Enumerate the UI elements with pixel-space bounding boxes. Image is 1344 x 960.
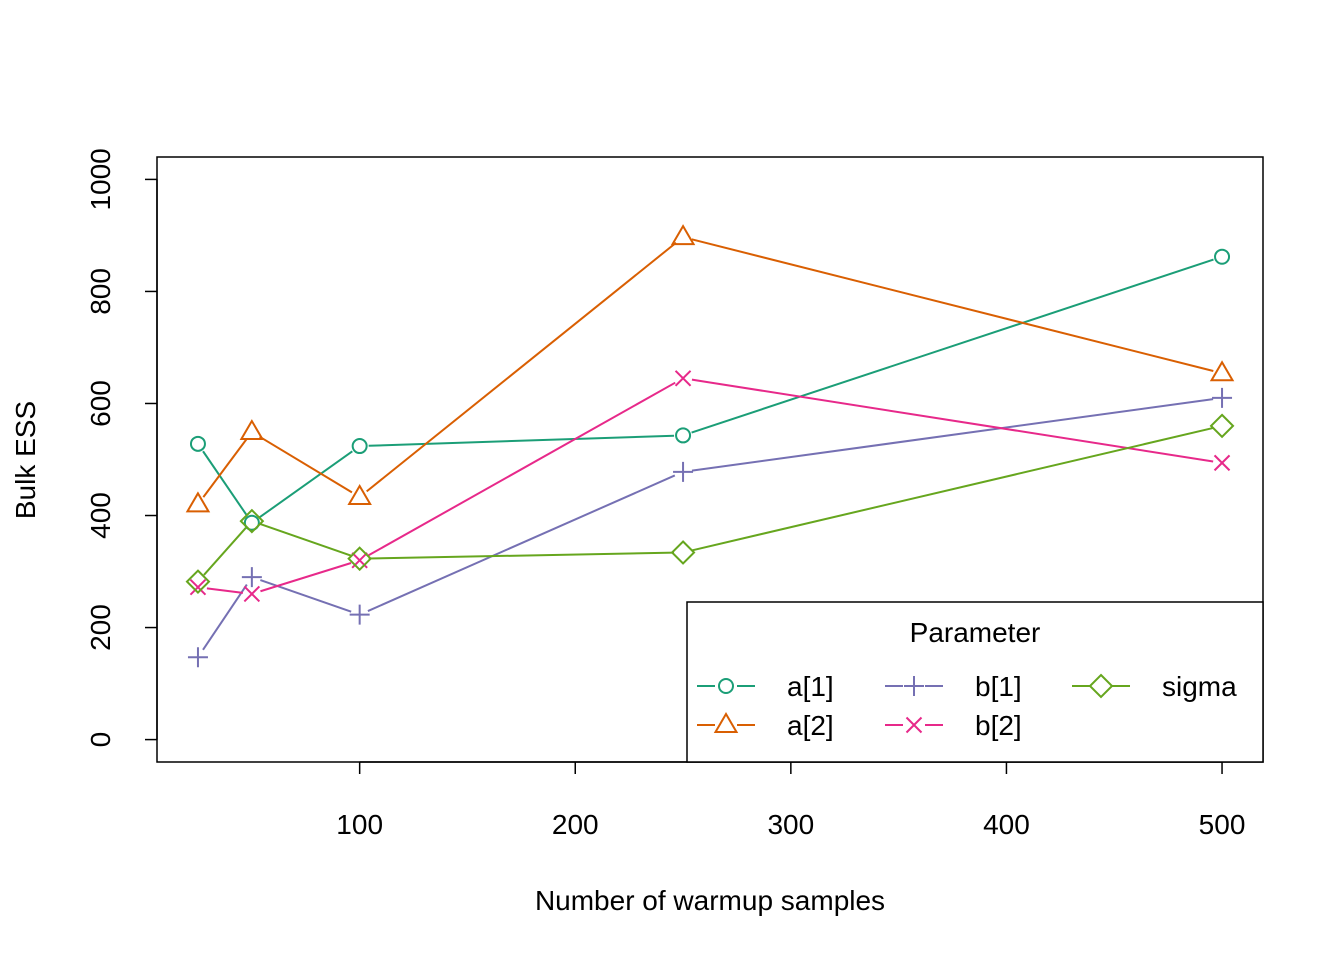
x-tick-label: 500 bbox=[1199, 809, 1246, 840]
data-point bbox=[347, 546, 373, 572]
series-line-segment bbox=[691, 398, 1214, 472]
series-line-segment bbox=[258, 450, 353, 519]
x-tick-label: 300 bbox=[767, 809, 814, 840]
series-line-segment bbox=[202, 438, 248, 498]
x-axis: 100 200 300 400 500 bbox=[336, 761, 1246, 840]
x-tick-label: 100 bbox=[336, 809, 383, 840]
x-tick-label: 200 bbox=[552, 809, 599, 840]
legend-label: sigma bbox=[1162, 671, 1237, 702]
data-point bbox=[239, 508, 265, 534]
series-line-segment bbox=[691, 426, 1214, 552]
y-tick-label: 200 bbox=[85, 604, 116, 651]
series-line-segment bbox=[691, 238, 1214, 372]
series-line-segment bbox=[260, 562, 352, 593]
series-line-segment bbox=[206, 587, 244, 594]
series-line-segment bbox=[259, 435, 353, 494]
series-line-segment bbox=[691, 258, 1214, 434]
data-point bbox=[670, 540, 696, 565]
series-sigma bbox=[185, 413, 1235, 595]
series-line-segment bbox=[367, 474, 676, 612]
y-axis-label: Bulk ESS bbox=[10, 401, 41, 519]
series-line-segment bbox=[202, 584, 248, 651]
data-point bbox=[673, 461, 694, 482]
legend-item: a[2] bbox=[697, 710, 834, 741]
data-point bbox=[239, 419, 265, 441]
legend-item: b[1] bbox=[885, 671, 1022, 702]
data-point bbox=[189, 579, 207, 596]
series-b1 bbox=[187, 387, 1233, 668]
y-tick-label: 1000 bbox=[85, 148, 116, 210]
data-point bbox=[1213, 454, 1231, 472]
legend-item: sigma bbox=[1072, 671, 1237, 702]
legend-label: a[1] bbox=[787, 671, 834, 702]
series-line-segment bbox=[203, 527, 247, 576]
y-tick-label: 800 bbox=[85, 268, 116, 315]
y-tick-label: 400 bbox=[85, 492, 116, 539]
data-point bbox=[347, 484, 372, 506]
data-point bbox=[243, 514, 260, 531]
series-line-segment bbox=[202, 450, 248, 516]
data-point bbox=[674, 370, 692, 387]
y-axis: 0 200 400 600 800 1000 bbox=[85, 148, 158, 748]
legend-label: a[2] bbox=[787, 710, 834, 741]
x-tick-label: 400 bbox=[983, 809, 1030, 840]
series-b2 bbox=[189, 370, 1231, 603]
legend-item: a[1] bbox=[697, 671, 834, 702]
legend-items: a[1] a[2] b[1] b[2] sigma bbox=[697, 671, 1237, 741]
legend: Parameter a[1] a[2] b[1] b[2] sigma bbox=[686, 601, 1264, 763]
series-line-segment bbox=[260, 579, 352, 613]
data-point bbox=[1214, 248, 1231, 265]
series-layer bbox=[185, 224, 1235, 668]
legend-marker bbox=[905, 716, 923, 734]
series-a1 bbox=[189, 248, 1231, 531]
data-point bbox=[243, 585, 261, 603]
data-point bbox=[187, 647, 208, 668]
series-line-segment bbox=[367, 381, 676, 557]
legend-marker bbox=[713, 712, 739, 733]
y-tick-label: 0 bbox=[85, 732, 116, 748]
data-point bbox=[185, 491, 211, 513]
data-point bbox=[1212, 387, 1233, 408]
data-point bbox=[185, 569, 211, 595]
data-point bbox=[349, 604, 370, 625]
data-point bbox=[351, 438, 368, 455]
series-line-segment bbox=[368, 434, 675, 447]
x-axis-label: Number of warmup samples bbox=[535, 885, 885, 916]
legend-label: b[2] bbox=[975, 710, 1022, 741]
y-tick-label: 600 bbox=[85, 380, 116, 427]
legend-marker bbox=[1088, 673, 1114, 699]
legend-title: Parameter bbox=[910, 617, 1041, 648]
series-line-segment bbox=[260, 523, 352, 557]
legend-marker bbox=[904, 676, 924, 696]
data-point bbox=[670, 224, 696, 246]
legend-label: b[1] bbox=[975, 671, 1022, 702]
legend-box bbox=[686, 601, 1264, 763]
series-line-segment bbox=[691, 378, 1214, 463]
data-point bbox=[1209, 413, 1235, 439]
series-a2 bbox=[185, 224, 1235, 513]
series-line-segment bbox=[368, 551, 675, 560]
series-line-segment bbox=[366, 241, 677, 493]
data-point bbox=[189, 435, 206, 452]
data-point bbox=[675, 427, 692, 444]
legend-marker bbox=[718, 678, 734, 694]
data-point bbox=[1209, 360, 1235, 382]
legend-item: b[2] bbox=[885, 710, 1022, 741]
data-point bbox=[241, 567, 262, 588]
